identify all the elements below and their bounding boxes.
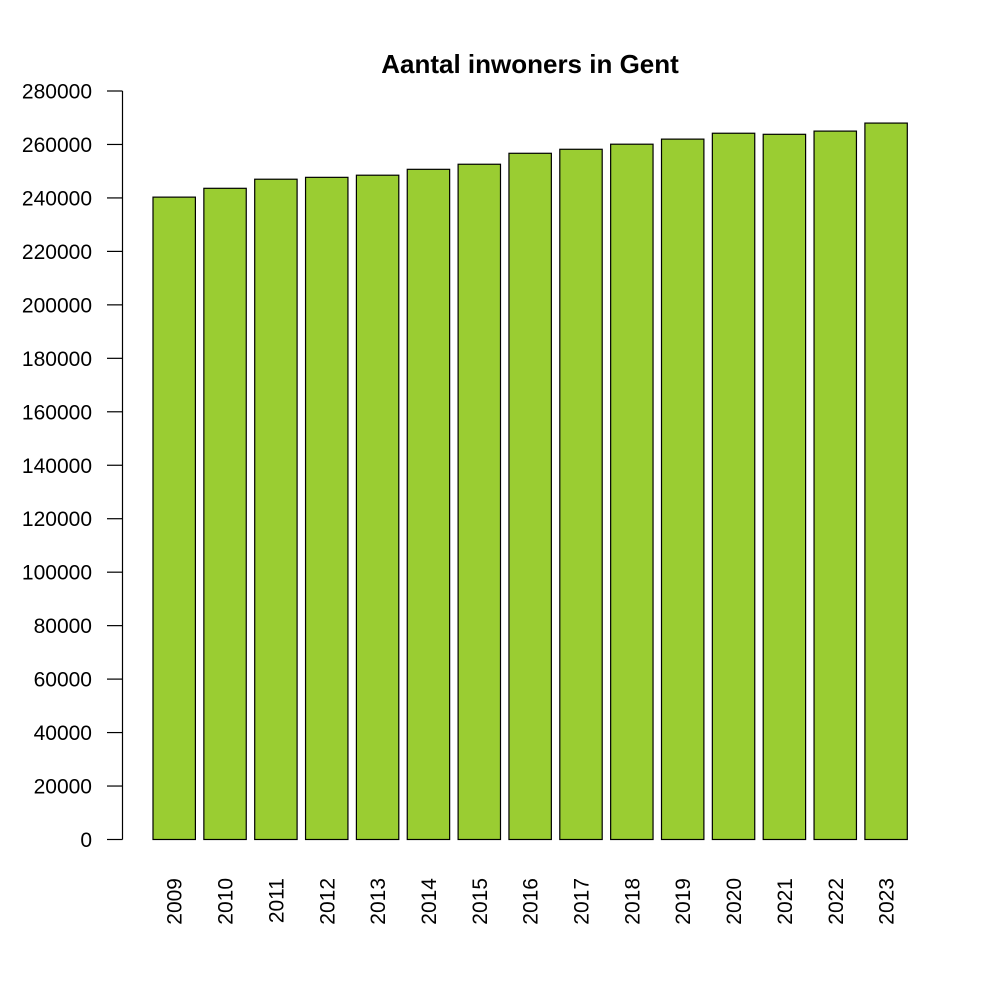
bar-2013 (355, 174, 400, 841)
x-tick-label: 2023 (876, 878, 899, 925)
x-tick-label: 2013 (367, 878, 390, 925)
y-tick-label: 240000 (22, 187, 92, 210)
y-tick-label: 180000 (22, 348, 92, 371)
y-tick-label: 120000 (22, 508, 92, 531)
y-tick-label: 80000 (34, 615, 92, 638)
bar-2010 (203, 187, 247, 841)
x-tick-label: 2019 (672, 878, 695, 925)
bar-2021 (762, 133, 807, 841)
bar-2023 (864, 122, 908, 841)
bar-2015 (457, 163, 502, 841)
chart-title: Aantal inwoners in Gent (381, 49, 679, 79)
x-tick-label: 2015 (469, 878, 492, 925)
y-tick-label: 200000 (22, 294, 92, 317)
y-tick-label: 40000 (34, 722, 92, 745)
y-tick-label: 160000 (22, 401, 92, 424)
x-tick-label: 2014 (418, 878, 441, 925)
y-tick-label: 140000 (22, 455, 92, 478)
bar-2016 (508, 152, 552, 841)
bar-2019 (660, 138, 705, 841)
x-tick-label: 2021 (774, 878, 797, 925)
y-tick-label: 20000 (34, 776, 92, 799)
y-axis: 0 20000 40000 60000 80000 100000 120000 140000 1… (22, 81, 124, 852)
y-tick-label: 220000 (22, 241, 92, 264)
bar-2017 (559, 148, 603, 841)
bars (152, 122, 908, 841)
y-tick-label: 0 (80, 829, 92, 852)
x-axis-labels: 2009 2010 2011 2012 2013 2014 2015 2016 2017 2018… (164, 878, 899, 925)
y-tick-label: 280000 (22, 81, 92, 104)
x-tick-label: 2020 (723, 878, 746, 925)
x-tick-label: 2022 (825, 878, 848, 925)
y-tick-label: 260000 (22, 134, 92, 157)
bar-2020 (711, 132, 756, 841)
x-tick-label: 2016 (520, 878, 543, 925)
y-tick-label: 100000 (22, 562, 92, 585)
x-tick-label: 2011 (265, 878, 288, 923)
x-tick-label: 2012 (316, 878, 339, 925)
bar-2009 (152, 196, 197, 841)
y-tick-label: 60000 (34, 669, 92, 692)
x-tick-label: 2009 (164, 878, 187, 925)
bar-2022 (813, 130, 858, 841)
bar-2012 (304, 176, 349, 841)
bar-2011 (254, 178, 298, 841)
bar-2018 (610, 143, 654, 841)
bar-2014 (406, 168, 451, 841)
x-tick-label: 2017 (571, 878, 594, 925)
x-tick-label: 2010 (215, 878, 238, 925)
x-tick-label: 2018 (621, 878, 644, 925)
